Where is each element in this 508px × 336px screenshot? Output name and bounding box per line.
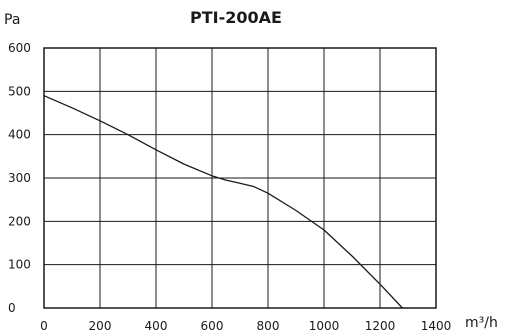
x-tick-label: 1000 [309,319,340,333]
chart-title: PTI-200AE [190,8,282,27]
x-tick-label: 0 [40,319,48,333]
y-tick-label: 500 [8,84,31,98]
x-tick-label: 800 [257,319,280,333]
x-tick-label: 600 [201,319,224,333]
y-tick-label: 200 [8,214,31,228]
series-layer [44,96,402,308]
grid-layer [44,48,436,308]
x-tick-label: 200 [89,319,112,333]
x-tick-label: 400 [145,319,168,333]
y-tick-label: 100 [8,258,31,272]
x-tick-label: 1400 [421,319,452,333]
y-tick-label: 0 [8,301,16,315]
x-axis-label: m³/h [465,315,498,331]
y-tick-label: 600 [8,41,31,55]
x-tick-label: 1200 [365,319,396,333]
y-tick-label: 300 [8,171,31,185]
y-tick-label: 400 [8,128,31,142]
y-axis-label: Pa [4,12,20,28]
fan-curve-line [44,96,402,308]
